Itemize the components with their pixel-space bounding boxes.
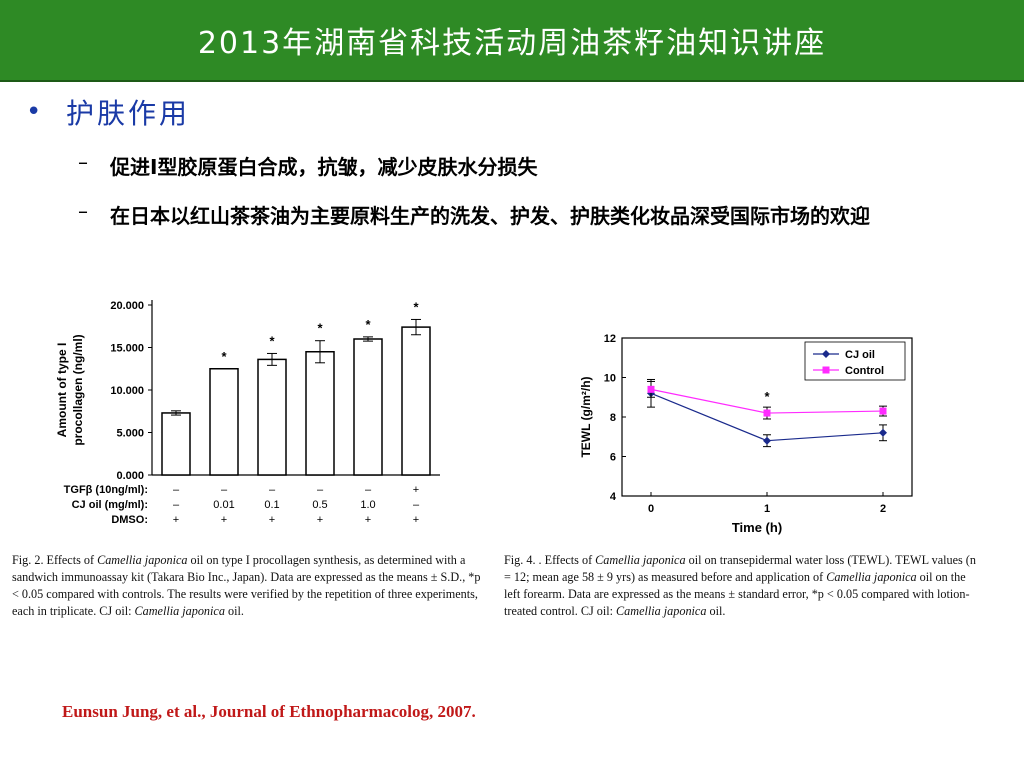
fig2-caption: Fig. 2. Effects of Camellia japonica oil… — [12, 552, 488, 620]
slide-title: 2013年湖南省科技活动周油茶籽油知识讲座 — [197, 26, 827, 61]
data-point — [647, 385, 655, 393]
legend-label: CJ oil — [845, 349, 875, 361]
fig4-caption: Fig. 4. . Effects of Camellia japonica o… — [504, 552, 984, 620]
data-point — [879, 407, 887, 415]
y-tick-label: 8 — [610, 412, 616, 424]
condition-value: 0.01 — [213, 499, 234, 511]
fig2-caption-text: Fig. 2. Effects of Camellia japonica oil… — [12, 553, 481, 618]
procollagen-bar-chart: 0.000 5.000 10.000 15.000 20.000 Amount of ty… — [55, 299, 440, 526]
y-axis-label: TEWL (g/m²/h) — [579, 376, 593, 457]
condition-label: TGFβ (10ng/ml): — [64, 484, 148, 496]
subpoint-text: 促进I型胶原蛋白合成，抗皱，减少皮肤水分损失 — [110, 155, 538, 179]
citation: Eunsun Jung, et al., Journal of Ethnopha… — [62, 702, 476, 721]
condition-value: – — [269, 484, 276, 496]
subpoint-text: 在日本以红山茶茶油为主要原料生产的洗发、护发、护肤类化妆品深受国际市场的欢迎 — [110, 204, 870, 228]
condition-value: – — [173, 499, 180, 511]
y-tick-label: 20.000 — [110, 300, 144, 312]
condition-value: + — [365, 514, 371, 526]
title-bar: 2013年湖南省科技活动周油茶籽油知识讲座 — [0, 0, 1024, 80]
y-axis-label-line: procollagen (ng/ml) — [71, 334, 85, 445]
x-axis-label: Time (h) — [732, 520, 782, 535]
bar — [257, 358, 287, 476]
y-tick-label: 12 — [604, 333, 616, 345]
species-name: Camellia japonica — [97, 553, 188, 567]
data-point — [763, 436, 771, 445]
species-name: Camellia japonica — [616, 604, 707, 618]
dash-icon: – — [78, 199, 88, 223]
condition-value: – — [221, 484, 228, 496]
y-tick-label: 5.000 — [116, 428, 144, 440]
condition-value: – — [413, 499, 420, 511]
main-bullet: • 护肤作用 — [26, 92, 190, 132]
dash-icon: – — [78, 150, 88, 174]
condition-value: + — [221, 514, 227, 526]
condition-value: + — [413, 484, 419, 496]
subpoint-2: – 在日本以红山茶茶油为主要原料生产的洗发、护发、护肤类化妆品深受国际市场的欢迎 — [78, 199, 970, 233]
x-tick-label: 2 — [880, 503, 886, 515]
bar — [305, 351, 335, 476]
bar — [401, 326, 431, 476]
species-name: Camellia japonica — [826, 570, 917, 584]
bar — [209, 368, 239, 476]
condition-value: 0.5 — [312, 499, 327, 511]
y-tick-label: 15.000 — [110, 343, 144, 355]
significance-marker: * — [221, 349, 227, 364]
significance-marker: * — [764, 389, 770, 404]
significance-marker: * — [317, 321, 323, 336]
bar — [353, 338, 383, 476]
significance-marker: * — [269, 333, 275, 348]
bullet-dot-icon: • — [26, 97, 42, 127]
legend-box — [804, 341, 906, 381]
bar — [161, 412, 191, 476]
fig4-caption-text: Fig. 4. . Effects of Camellia japonica o… — [504, 553, 976, 618]
data-point — [763, 409, 771, 417]
condition-value: + — [173, 514, 179, 526]
bullet-heading: 护肤作用 — [66, 97, 191, 130]
title-divider — [0, 80, 1024, 82]
data-point — [879, 428, 887, 437]
condition-value: + — [269, 514, 275, 526]
y-tick-label: 10 — [604, 373, 616, 385]
y-tick-label: 4 — [610, 491, 617, 503]
y-tick-label: 6 — [610, 452, 616, 464]
legend-marker — [822, 366, 830, 374]
condition-label: CJ oil (mg/ml): — [72, 499, 148, 511]
species-name: Camellia japonica — [134, 604, 225, 618]
x-tick-label: 0 — [648, 503, 654, 515]
x-tick-label: 1 — [764, 503, 770, 515]
condition-value: – — [365, 484, 372, 496]
species-name: Camellia japonica — [595, 553, 686, 567]
y-axis-label-line: Amount of type I — [55, 343, 69, 438]
condition-value: 0.1 — [264, 499, 279, 511]
y-tick-label: 0.000 — [116, 470, 144, 482]
significance-marker: * — [365, 317, 371, 332]
y-tick-label: 10.000 — [110, 385, 144, 397]
significance-marker: * — [413, 299, 419, 314]
condition-value: + — [413, 514, 419, 526]
condition-value: – — [173, 484, 180, 496]
condition-value: + — [317, 514, 323, 526]
subpoint-1: – 促进I型胶原蛋白合成，抗皱，减少皮肤水分损失 — [78, 150, 970, 184]
legend-label: Control — [845, 365, 884, 377]
condition-value: – — [317, 484, 324, 496]
condition-label: DMSO: — [111, 514, 148, 526]
legend-marker — [822, 350, 830, 358]
condition-value: 1.0 — [360, 499, 375, 511]
